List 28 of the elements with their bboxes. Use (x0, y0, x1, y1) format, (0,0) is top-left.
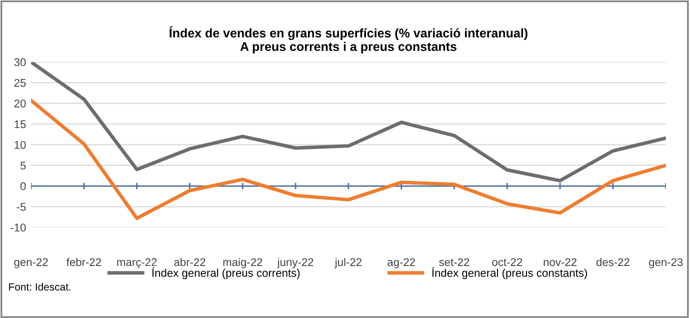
x-tick-label: abr-22 (174, 258, 206, 266)
y-tick-label: 30 (14, 58, 26, 66)
y-tick-label: -10 (10, 224, 26, 232)
line-series (31, 62, 666, 182)
legend-label: Índex general (preus corrents) (152, 267, 300, 280)
x-tick-label: gen-23 (649, 258, 683, 268)
x-tick-label: juny-22 (277, 258, 314, 268)
x-tick-label: jul-22 (334, 258, 362, 268)
y-tick-label: -5 (16, 203, 26, 211)
y-tick-label: 5 (20, 162, 26, 170)
line-series (31, 98, 666, 220)
x-tick-label: maig-22 (223, 258, 262, 268)
text: Font: Idescat. (9, 282, 70, 291)
y-tick-label: 25 (14, 78, 26, 87)
y-tick-label: 15 (14, 120, 26, 128)
x-tick-label: gen-22 (14, 258, 48, 268)
chart-title: Índex de vendes en grans superfícies (% variació interanual) A preus corrents i a preus constants (170, 26, 528, 54)
y-tick-label: 10 (14, 140, 26, 149)
y-tick-label: 20 (14, 100, 26, 108)
y-tick-label: 0 (20, 182, 26, 190)
x-tick-label: ag-22 (388, 258, 416, 268)
legend-label: Índex general (preus constants) (432, 267, 587, 280)
x-tick-label: nov-22 (544, 258, 576, 266)
x-tick-label: set-22 (439, 258, 470, 266)
x-tick-label: març-22 (117, 258, 157, 268)
x-tick-label: febr-22 (66, 258, 101, 266)
x-tick-label: des-22 (596, 258, 630, 266)
x-tick-label: oct-22 (492, 258, 522, 266)
